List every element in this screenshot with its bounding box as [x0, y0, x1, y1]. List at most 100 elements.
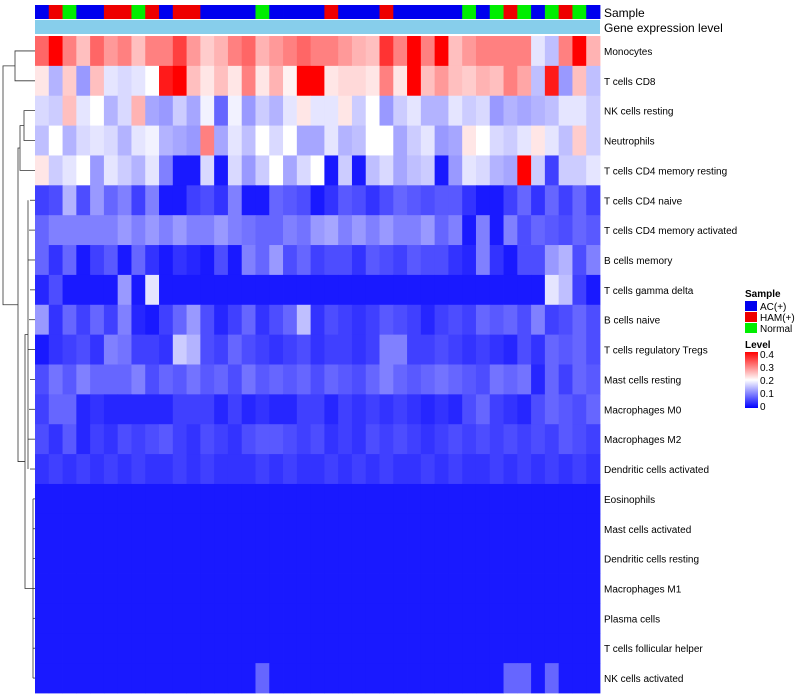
heatmap-cell: [241, 394, 256, 425]
heatmap-cell: [407, 454, 422, 485]
heatmap-cell: [393, 543, 408, 574]
heatmap-cell: [462, 95, 477, 126]
sample-annotation-cell: [227, 5, 243, 19]
heatmap-cell: [572, 603, 587, 634]
heatmap-cell: [407, 483, 422, 515]
heatmap-cell: [503, 274, 518, 306]
heatmap-cell: [241, 513, 256, 545]
heatmap-cell: [407, 573, 422, 604]
heatmap-cell: [145, 185, 160, 216]
heatmap-cell: [475, 454, 491, 485]
heatmap-cell: [186, 36, 201, 67]
heatmap-cell: [365, 36, 380, 67]
heatmap-cell: [365, 334, 380, 365]
heatmap-cell: [35, 603, 50, 634]
heatmap-cell: [489, 304, 504, 336]
heatmap-cell: [103, 603, 119, 634]
heatmap-cell: [586, 334, 601, 365]
heatmap-cell: [586, 65, 601, 97]
heatmap-cell: [283, 245, 298, 276]
heatmap-cell: [269, 454, 284, 485]
heatmap-cell: [517, 334, 532, 365]
heatmap-cell: [296, 633, 312, 664]
heatmap-cell: [159, 364, 174, 395]
heatmap-cell: [517, 95, 532, 126]
heatmap-cell: [544, 663, 560, 694]
heatmap-cell: [172, 394, 187, 425]
heatmap-cell: [475, 274, 491, 306]
sample-annotation-cell: [517, 5, 532, 19]
heatmap-cell: [214, 454, 229, 485]
heatmap-cell: [283, 603, 298, 634]
heatmap-cell: [448, 65, 463, 97]
heatmap-cell: [296, 364, 312, 395]
heatmap-cell: [558, 394, 573, 425]
heatmap-cell: [172, 454, 187, 485]
heatmap-cell: [393, 215, 408, 246]
heatmap-cell: [338, 125, 353, 156]
heatmap-cell: [117, 185, 132, 216]
heatmap-cell: [241, 334, 256, 365]
heatmap-cell: [186, 334, 201, 365]
heatmap-cell: [117, 483, 132, 515]
heatmap-cell: [76, 603, 91, 634]
heatmap-cell: [407, 95, 422, 126]
heatmap-cell: [48, 304, 63, 336]
heatmap-cell: [407, 364, 422, 395]
heatmap-cell: [558, 633, 573, 664]
heatmap-cell: [489, 65, 504, 97]
heatmap-cell: [255, 573, 270, 604]
heatmap-cell: [544, 95, 560, 126]
heatmap-cell: [420, 394, 436, 425]
heatmap-cell: [172, 65, 187, 97]
heatmap-cell: [324, 36, 339, 67]
sample-annotation-cell: [214, 5, 229, 19]
heatmap-cell: [365, 95, 380, 126]
heatmap-cell: [448, 394, 463, 425]
heatmap-cell: [558, 274, 573, 306]
heatmap-cell: [351, 155, 367, 186]
heatmap-cell: [76, 394, 91, 425]
heatmap-cell: [517, 633, 532, 664]
sample-annotation-cell: [145, 5, 160, 19]
heatmap-cell: [283, 364, 298, 395]
heatmap-cell: [572, 125, 587, 156]
heatmap-cell: [420, 125, 436, 156]
heatmap-cell: [531, 155, 546, 186]
heatmap-cell: [145, 424, 160, 455]
heatmap-cell: [255, 65, 270, 97]
heatmap-cell: [338, 155, 353, 186]
heatmap-cell: [214, 513, 229, 545]
row-label: Neutrophils: [604, 137, 655, 148]
heatmap-cell: [434, 155, 449, 186]
heatmap-cell: [145, 364, 160, 395]
heatmap-cell: [255, 513, 270, 545]
heatmap-cell: [283, 663, 298, 694]
heatmap-cell: [531, 394, 546, 425]
sample-annotation-cell: [558, 5, 573, 19]
sample-annotation-label: Sample: [604, 6, 645, 20]
row-label: Mast cells activated: [604, 525, 691, 536]
sample-annotation-cell: [103, 5, 119, 19]
heatmap-cell: [462, 125, 477, 156]
heatmap-cell: [462, 663, 477, 694]
sample-annotation-cell: [269, 5, 284, 19]
heatmap-cell: [296, 454, 312, 485]
heatmap-cell: [324, 95, 339, 126]
heatmap-cell: [407, 36, 422, 67]
row-label: Plasma cells: [604, 614, 660, 625]
heatmap-cell: [227, 603, 243, 634]
heatmap-cell: [420, 573, 436, 604]
sample-annotation-cell: [544, 5, 560, 19]
heatmap-cell: [586, 454, 601, 485]
heatmap-cell: [503, 304, 518, 336]
heatmap-cell: [517, 394, 532, 425]
heatmap-cell: [531, 543, 546, 574]
heatmap-cell: [544, 364, 560, 395]
heatmap-cell: [103, 304, 119, 336]
heatmap-cell: [283, 334, 298, 365]
heatmap-cell: [241, 603, 256, 634]
sample-annotation-cell: [76, 5, 91, 19]
heatmap-cell: [103, 543, 119, 574]
heatmap-cell: [475, 483, 491, 515]
